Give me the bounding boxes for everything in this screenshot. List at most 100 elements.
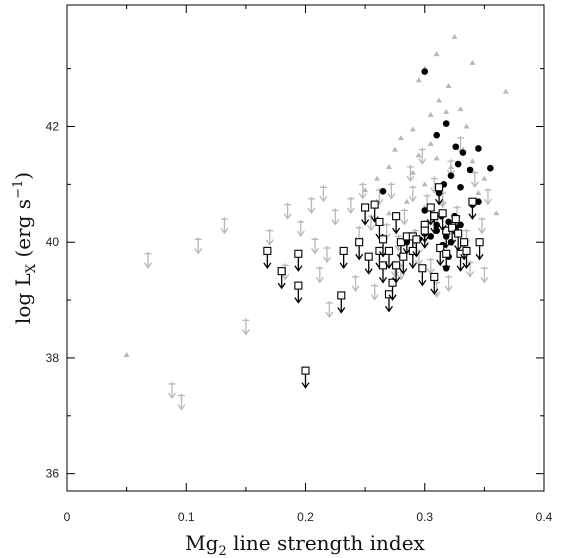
gray-upper-limit-point [331, 208, 340, 226]
detected-point [379, 188, 387, 195]
gray-triangle-point [502, 88, 509, 94]
gray-triangle-point [427, 111, 434, 117]
gray-triangle-point [397, 135, 404, 141]
upper-limit-square-point [408, 246, 417, 270]
y-tick-label: 40 [46, 235, 60, 249]
detected-point [442, 120, 450, 127]
gray-upper-limit-point [307, 196, 316, 214]
upper-limit-square-point [294, 281, 303, 304]
upper-limit-square-point [462, 246, 471, 270]
gray-upper-limit-point [370, 283, 379, 301]
y-tick-label: 42 [46, 120, 60, 134]
gray-upper-limit-point [470, 170, 479, 188]
detected-point [459, 149, 467, 156]
detected-point [475, 145, 482, 152]
gray-triangle-point [436, 97, 443, 103]
detected-point [447, 172, 455, 179]
upper-limit-square-point [294, 249, 303, 272]
detected-point [433, 131, 440, 139]
gray-triangle-point [469, 158, 476, 164]
black-points-layer [263, 68, 494, 389]
detected-point [475, 198, 482, 206]
gray-upper-limit-point [220, 217, 229, 235]
gray-triangle-point [443, 109, 450, 115]
gray-upper-limit-point [265, 228, 274, 246]
gray-upper-limit-point [241, 318, 250, 336]
gray-triangle-point [415, 152, 422, 158]
gray-triangle-point [123, 352, 130, 358]
y-tick-label: 36 [46, 467, 60, 481]
plot-area [66, 4, 545, 492]
y-axis-title: log LX (erg s−1) [11, 172, 39, 324]
gray-upper-limit-point [325, 300, 334, 319]
upper-limit-square-point [435, 183, 444, 206]
detected-point [421, 68, 429, 75]
gray-triangle-point [433, 51, 440, 57]
gray-triangle-point [421, 181, 428, 187]
gray-upper-limit-point [367, 214, 376, 232]
upper-limit-square-point [430, 212, 439, 235]
upper-limit-square-point [392, 212, 401, 235]
gray-upper-limit-point [311, 237, 320, 255]
detected-point [457, 183, 464, 191]
x-axis-title: Mg2 line strength index [185, 531, 425, 558]
gray-upper-limit-point [477, 217, 487, 235]
detected-point [433, 221, 440, 229]
gray-triangle-point [385, 164, 392, 169]
axis-tick-labels: 0 0.1 0.2 0.3 0.4 36 38 40 42 [46, 120, 553, 525]
gray-upper-limit-point [319, 185, 328, 203]
gray-upper-limit-point [426, 257, 435, 275]
gray-upper-limit-point [322, 246, 331, 264]
gray-triangle-point [427, 140, 434, 146]
gray-upper-limit-point [408, 185, 417, 203]
upper-limit-square-point [438, 209, 447, 232]
plot-frame [66, 4, 545, 492]
detected-point [457, 221, 464, 229]
upper-limit-square-point [355, 238, 364, 261]
gray-upper-limit-point [480, 266, 489, 284]
gray-upper-limit-point [167, 381, 176, 400]
detected-point [454, 160, 462, 168]
gray-upper-limit-point [144, 251, 153, 269]
gray-upper-limit-point [351, 274, 360, 293]
x-tick-label: 0.2 [297, 510, 314, 524]
detected-point [421, 207, 429, 214]
gray-triangle-point [481, 175, 488, 181]
detected-point [445, 218, 452, 226]
upper-limit-square-point [456, 249, 465, 272]
gray-triangle-point [493, 210, 500, 216]
upper-limit-square-point [364, 252, 373, 275]
gray-triangle-point [391, 146, 398, 152]
gray-upper-limit-point [466, 260, 475, 278]
upper-limit-square-point [378, 261, 388, 284]
upper-limit-square-point [475, 238, 484, 261]
gray-upper-limit-point [406, 165, 415, 183]
gray-upper-limit-point [483, 188, 492, 206]
upper-limit-square-point [399, 252, 408, 275]
upper-limit-square-point [277, 267, 286, 290]
gray-triangle-point [415, 77, 422, 83]
upper-limit-square-point [337, 291, 346, 314]
x-tick-label: 0.4 [536, 510, 553, 524]
upper-limit-square-point [384, 246, 394, 270]
gray-upper-limit-point [296, 219, 305, 238]
axis-ticks [66, 5, 545, 491]
upper-limit-square-point [392, 261, 401, 284]
upper-limit-square-point [301, 366, 310, 389]
x-tick-label: 0 [64, 510, 71, 524]
gray-upper-limit-point [315, 266, 324, 284]
gray-triangle-point [463, 123, 470, 129]
gray-triangle-point [409, 126, 416, 132]
detected-point [487, 164, 494, 172]
upper-limit-square-point [442, 249, 451, 272]
upper-limit-square-point [468, 197, 477, 220]
gray-triangle-point [469, 59, 476, 65]
upper-limit-square-point [436, 243, 445, 267]
gray-upper-limit-point [358, 182, 367, 200]
x-tick-label: 0.3 [416, 510, 433, 524]
upper-limit-square-point [361, 203, 370, 226]
upper-limit-square-point [412, 235, 421, 258]
gray-triangle-point [374, 175, 381, 181]
upper-limit-square-point [430, 272, 439, 296]
gray-upper-limit-point [346, 196, 355, 214]
